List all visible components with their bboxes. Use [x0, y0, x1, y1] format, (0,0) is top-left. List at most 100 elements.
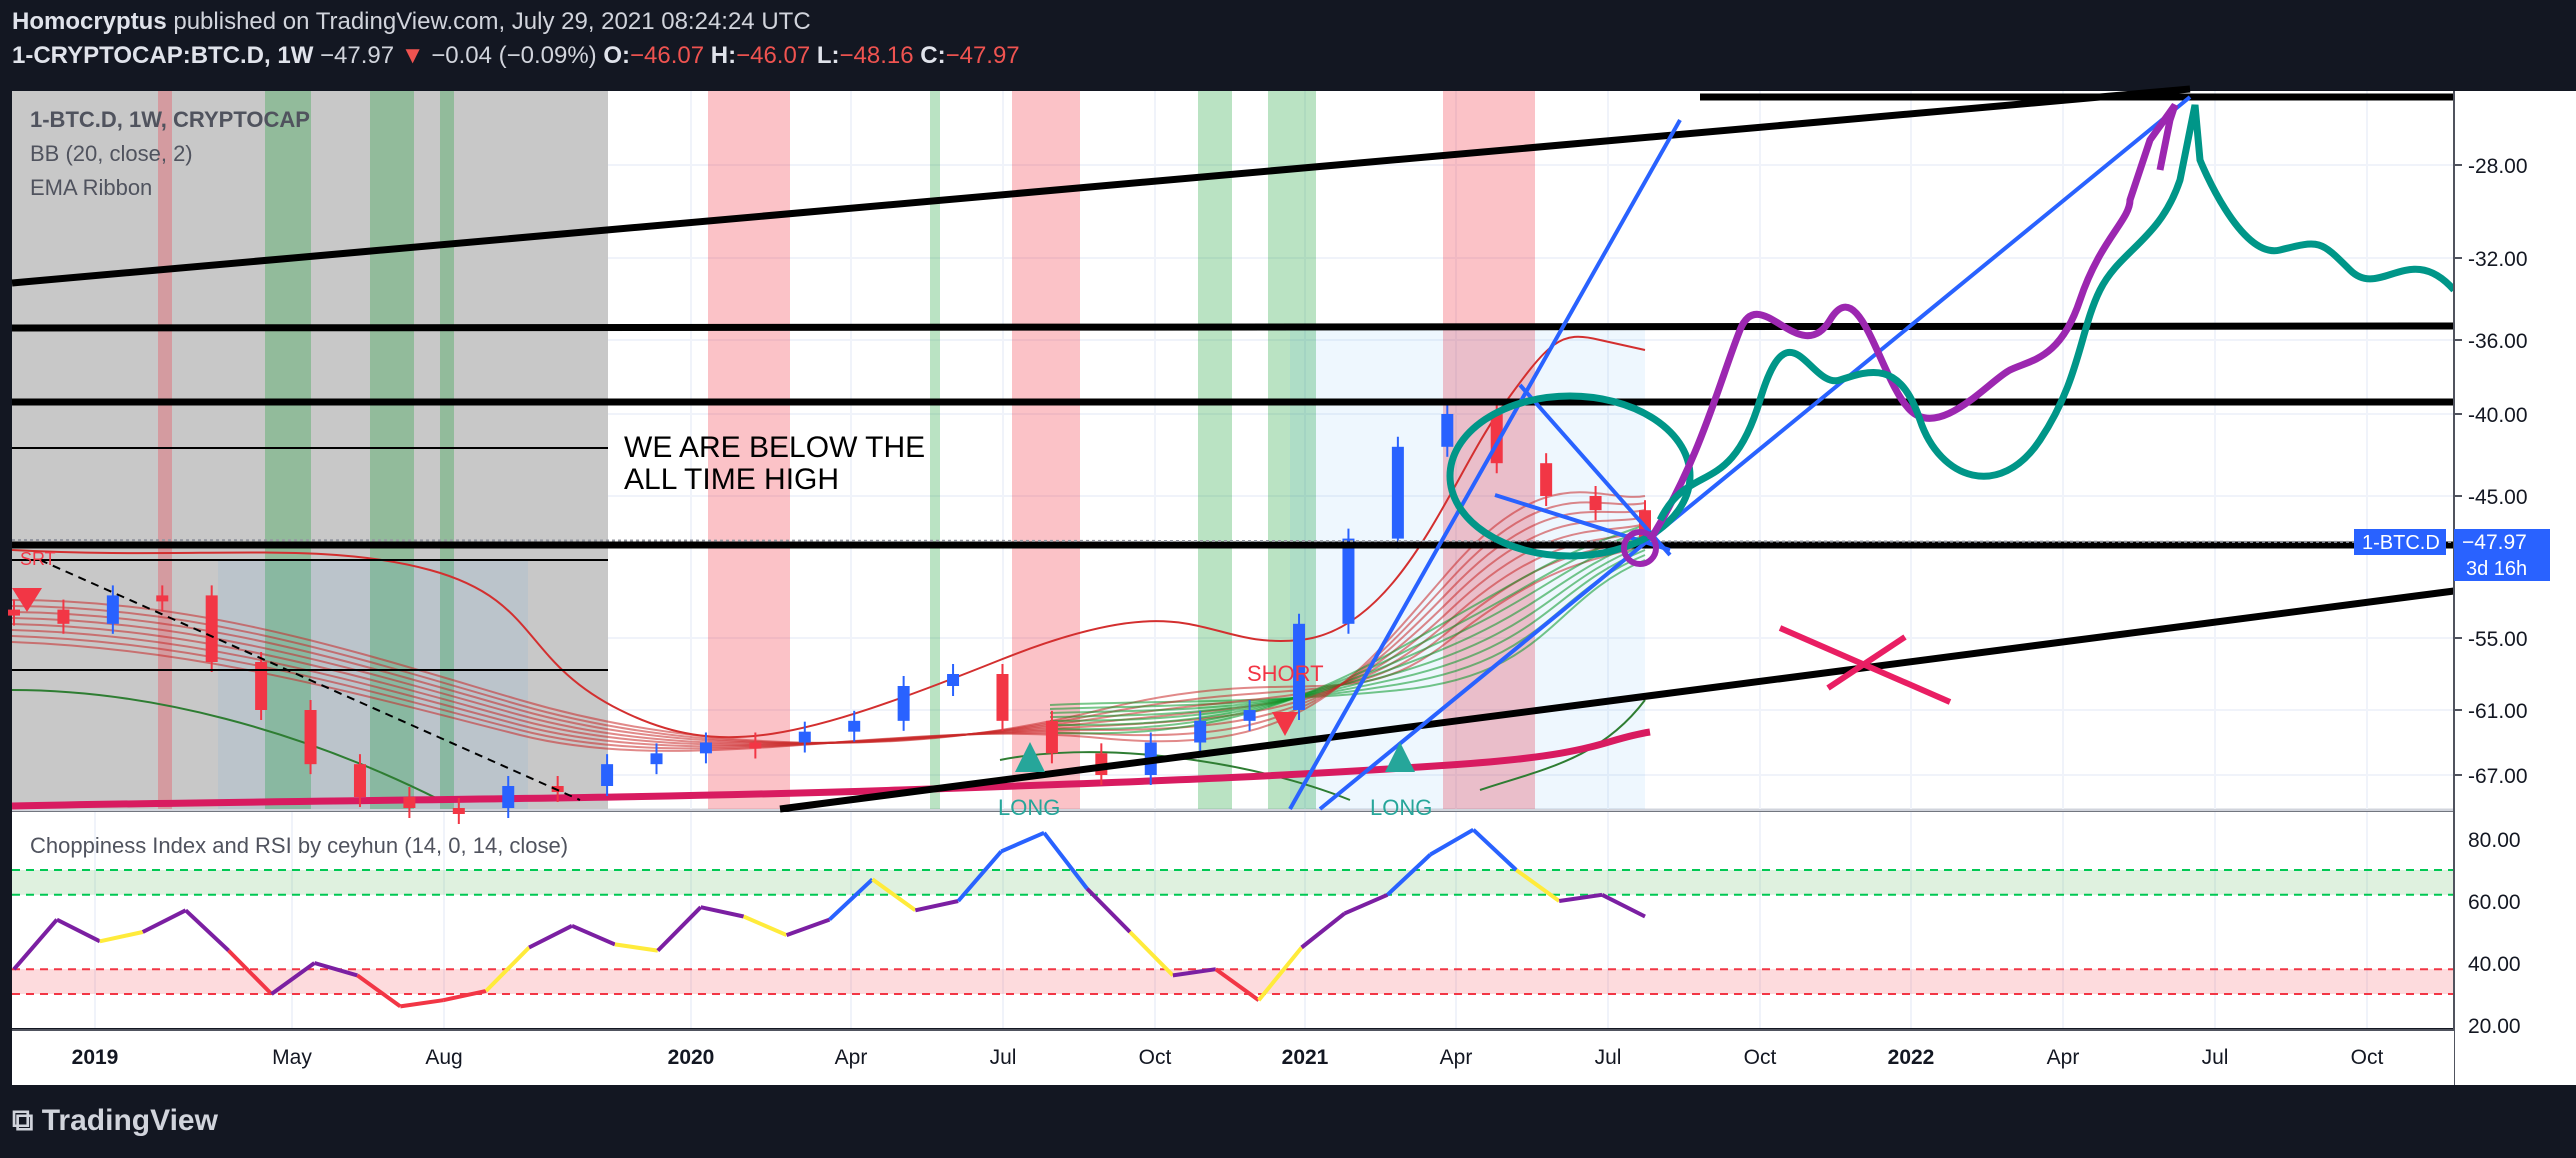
down-arrow-icon: ▼ [400, 42, 425, 69]
candle [650, 753, 663, 765]
tradingview-logo[interactable]: ⧉ TradingView [12, 1104, 218, 1138]
long-arrow [1015, 742, 1045, 772]
rsi-segment [1343, 892, 1389, 916]
green-zone [265, 91, 311, 809]
tradingview-logo-icon: ⧉ [12, 1104, 34, 1137]
candle [1293, 623, 1306, 710]
low-label: L: [816, 42, 840, 69]
price-axis[interactable] [2454, 91, 2576, 1085]
x-tick-label: Aug [425, 1046, 462, 1069]
author-name[interactable]: Homocryptus [12, 8, 167, 35]
y-tick-label: -67.00 [2468, 765, 2528, 788]
ema-ribbon-green [1049, 549, 1646, 714]
teal-projection [1656, 104, 2457, 522]
ohlc-bar: 1-CRYPTOCAP:BTC.D, 1W −47.97 ▼ −0.04 (−0… [12, 42, 1020, 70]
ema-ribbon-green [1049, 559, 1646, 706]
rsi-tick-label: 80.00 [2468, 829, 2521, 852]
rsi-segment [484, 946, 531, 993]
candle [353, 764, 366, 797]
price-change: −0.04 (−0.09%) [431, 42, 597, 69]
bollinger-upper [11, 335, 1646, 739]
y-tick-label: -28.00 [2468, 155, 2528, 178]
red-zone [1012, 91, 1080, 809]
x-tick-label: 2022 [1888, 1046, 1935, 1069]
open-value: −46.07 [630, 42, 705, 69]
ema-ribbon-green [1049, 544, 1646, 718]
red-zone [708, 91, 790, 809]
candle [205, 595, 218, 662]
rsi-segment [56, 917, 101, 944]
x-tick-label: 2020 [668, 1046, 715, 1069]
trend-drawings [11, 85, 2457, 813]
rsi-segment [270, 961, 316, 996]
time-axis[interactable] [12, 1030, 2454, 1085]
rsi-tick-label: 40.00 [2468, 953, 2521, 976]
open-label: O: [603, 42, 631, 69]
candle [57, 609, 70, 624]
long-arrow [1385, 742, 1415, 772]
low-value: −48.16 [839, 42, 914, 69]
candle [304, 710, 317, 765]
price-tag-value-bg [2454, 529, 2550, 581]
x-tick-label: Jul [2202, 1046, 2229, 1069]
candle [156, 595, 169, 602]
legend-rsi[interactable]: Choppiness Index and RSI by ceyhun (14, … [30, 833, 568, 858]
level-line [11, 322, 2455, 332]
rsi-segment [700, 905, 745, 919]
rsi-segment [99, 930, 144, 944]
close-value: −47.97 [945, 42, 1020, 69]
rsi-segment [184, 908, 230, 953]
history-shade [12, 91, 608, 809]
rsi-segment [1085, 887, 1132, 934]
close-label: C: [920, 42, 946, 69]
blue-trendline [1318, 95, 2192, 811]
last-price: −47.97 [320, 42, 395, 69]
short-label: SHORT [1247, 661, 1324, 686]
x-tick-label: Jul [1595, 1046, 1622, 1069]
x-tick-label: Jul [990, 1046, 1017, 1069]
legend-ema[interactable]: EMA Ribbon [30, 175, 152, 200]
high-label: H: [710, 42, 737, 69]
rsi-segment [828, 877, 874, 922]
rsi-segment [1172, 967, 1217, 978]
tradingview-brand: TradingView [41, 1104, 218, 1137]
rsi-tick-label: 60.00 [2468, 891, 2521, 914]
publish-info: Homocryptus published on TradingView.com… [12, 8, 811, 36]
legend-symbol[interactable]: 1-BTC.D, 1W, CRYPTOCAP [30, 107, 310, 132]
indicator-pane-bg[interactable] [12, 812, 2454, 1028]
ema-ribbon-green [1049, 539, 1646, 722]
x-tick-label: Oct [1139, 1046, 1172, 1069]
price-tag-symbol: 1-BTC.D [2362, 532, 2440, 554]
short-label: SRT [20, 549, 56, 569]
rsi-segment [1214, 967, 1260, 1002]
legend-bb[interactable]: BB (20, close, 2) [30, 141, 193, 166]
short-arrow [12, 588, 42, 612]
y-tick-label: -32.00 [2468, 248, 2528, 271]
long-label: LONG [1370, 795, 1432, 820]
rsi-segment [614, 942, 659, 953]
rsi-tick-label: 20.00 [2468, 1015, 2521, 1038]
long-label: LONG [998, 795, 1060, 820]
x-tick-label: 2021 [1282, 1046, 1329, 1069]
rsi-segment [1042, 831, 1089, 890]
candle [749, 742, 762, 749]
short-arrow [1272, 712, 1298, 736]
teal-ellipse [1446, 392, 1694, 560]
bb-fill [218, 560, 528, 809]
rsi-segment [1257, 946, 1304, 1002]
candle [106, 595, 119, 624]
x-tick-label: Oct [2351, 1046, 2384, 1069]
axis-labels: -28.00 -32.00 -36.00 -40.00 -45.00 -55.00 -61.… [72, 155, 2550, 1069]
candle [897, 686, 910, 721]
rsi-segment [442, 988, 487, 1003]
x-tick-label: Apr [2047, 1046, 2080, 1069]
x-tick-label: 2019 [72, 1046, 119, 1069]
x-tick-label: Apr [835, 1046, 868, 1069]
rsi-segment [1558, 892, 1603, 903]
candle [1391, 446, 1404, 539]
candle [502, 786, 515, 808]
rsi-layer [12, 827, 2454, 1009]
y-tick-label: -61.00 [2468, 700, 2528, 723]
published-text: published on TradingView.com, July 29, 2… [173, 8, 811, 35]
